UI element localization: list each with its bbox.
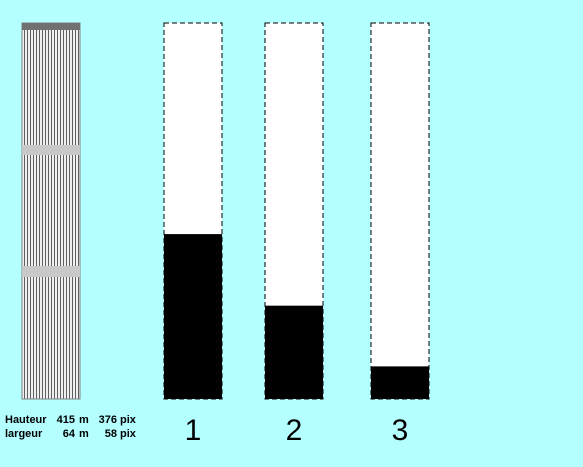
dimension-unit: m — [79, 428, 89, 440]
building-band — [22, 266, 80, 277]
building-band — [22, 145, 80, 155]
column-label: 2 — [286, 414, 303, 447]
dimension-meters: 64 — [63, 428, 76, 440]
column-fill — [371, 366, 429, 399]
dimension-label: largeur — [5, 428, 43, 440]
dimension-pixel-unit: pix — [120, 428, 137, 440]
building — [21, 22, 81, 400]
dimension-pixels: 376 — [99, 414, 117, 426]
column-frame — [370, 22, 430, 400]
column-label: 1 — [185, 414, 202, 447]
column-fill — [164, 234, 222, 399]
dimension-label: Hauteur — [5, 414, 47, 426]
building-top — [22, 23, 80, 30]
dimension-unit: m — [79, 414, 89, 426]
column-label: 3 — [392, 414, 409, 447]
dimension-pixels: 58 — [105, 428, 117, 440]
column-fill — [265, 305, 323, 399]
dimension-pixel-unit: pix — [120, 414, 137, 426]
dimension-meters: 415 — [57, 414, 75, 426]
